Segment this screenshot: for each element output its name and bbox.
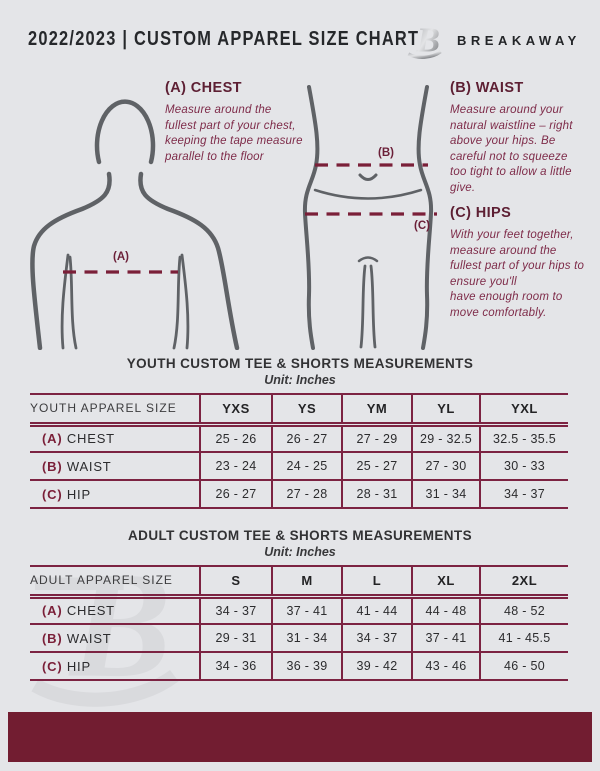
size-range-cell: 24 - 25 <box>271 451 342 480</box>
chest-guide: (A) CHEST Measure around the fullest par… <box>165 80 303 165</box>
size-range-cell: 31 - 34 <box>271 623 342 652</box>
waist-guide-body: Measure around your natural waistline – … <box>450 104 573 194</box>
size-column-header: YL <box>411 394 480 427</box>
size-range-cell: 31 - 34 <box>411 479 480 508</box>
size-range-cell: 44 - 48 <box>411 595 480 624</box>
hips-guide-body: With your feet together, measure around … <box>450 229 585 319</box>
size-column-header: 2XL <box>479 566 568 599</box>
measurement-row-label: (A) CHEST <box>30 423 200 452</box>
table-row: (C) HIP 26 - 27 27 - 28 28 - 31 31 - 34 34 - … <box>30 479 568 508</box>
size-range-cell: 41 - 45.5 <box>479 623 568 652</box>
table-row: (A) CHEST 34 - 37 37 - 41 41 - 44 44 - 48 48 … <box>30 595 568 624</box>
measurement-row-label: (B) WAIST <box>30 451 200 480</box>
size-range-cell: 30 - 33 <box>479 451 568 480</box>
size-range-cell: 26 - 27 <box>199 479 272 508</box>
upper-body-figure <box>30 99 240 350</box>
size-range-cell: 41 - 44 <box>341 595 412 624</box>
hips-guide-heading: (C) HIPS <box>450 205 512 221</box>
table-header-label: YOUTH APPAREL SIZE <box>30 394 200 427</box>
size-range-cell: 36 - 39 <box>271 651 342 680</box>
brand-name: BREAKAWAY <box>457 32 581 48</box>
size-range-cell: 25 - 27 <box>341 451 412 480</box>
size-column-header: YM <box>341 394 412 427</box>
size-column-header: YXL <box>479 394 568 427</box>
size-range-cell: 46 - 50 <box>479 651 568 680</box>
youth-section-unit: Unit: Inches <box>264 373 336 387</box>
size-range-cell: 28 - 31 <box>341 479 412 508</box>
size-column-header: M <box>271 566 342 599</box>
measurement-row-label: (C) HIP <box>30 479 200 508</box>
size-range-cell: 34 - 37 <box>199 595 272 624</box>
hips-marker-label: (C) <box>414 220 430 232</box>
size-column-header: YS <box>271 394 342 427</box>
size-range-cell: 48 - 52 <box>479 595 568 624</box>
breakaway-b-logo-icon: B <box>407 21 442 60</box>
brand-lockup: B BREAKAWAY <box>404 18 581 62</box>
measurement-row-label: (C) HIP <box>30 651 200 680</box>
waist-guide-heading: (B) WAIST <box>450 80 524 96</box>
chest-guide-heading: (A) CHEST <box>165 80 242 96</box>
table-row: (A) CHEST 25 - 26 26 - 27 27 - 29 29 - 32.5 3… <box>30 423 568 452</box>
footer-bar <box>8 712 592 762</box>
table-header-label: ADULT APPAREL SIZE <box>30 566 200 599</box>
adult-size-table: ADULT APPAREL SIZE S M L XL 2XL (A) CHES… <box>30 565 568 681</box>
size-column-header: YXS <box>199 394 272 427</box>
chest-guide-body: Measure around the fullest part of your … <box>165 104 303 163</box>
table-row: (B) WAIST 29 - 31 31 - 34 34 - 37 37 - 41 41 … <box>30 623 568 652</box>
youth-section-title: YOUTH CUSTOM TEE & SHORTS MEASUREMENTS <box>126 356 474 371</box>
size-range-cell: 34 - 37 <box>341 623 412 652</box>
waist-marker-label: (B) <box>378 147 394 159</box>
hips-guide: (C) HIPS With your feet together, measur… <box>450 205 590 321</box>
lower-body-figure <box>302 85 437 350</box>
measurement-row-label: (B) WAIST <box>30 623 200 652</box>
size-range-cell: 23 - 24 <box>199 451 272 480</box>
size-column-header: XL <box>411 566 480 599</box>
waist-guide: (B) WAIST Measure around your natural wa… <box>450 80 582 196</box>
adult-section-unit: Unit: Inches <box>264 545 336 559</box>
size-range-cell: 34 - 37 <box>479 479 568 508</box>
size-range-cell: 25 - 26 <box>199 423 272 452</box>
adult-section-title: ADULT CUSTOM TEE & SHORTS MEASUREMENTS <box>128 528 472 543</box>
youth-size-table: YOUTH APPAREL SIZE YXS YS YM YL YXL (A) … <box>30 393 568 509</box>
size-range-cell: 32.5 - 35.5 <box>479 423 568 452</box>
table-row: (B) WAIST 23 - 24 24 - 25 25 - 27 27 - 30 30 … <box>30 451 568 480</box>
size-range-cell: 29 - 32.5 <box>411 423 480 452</box>
chest-marker-label: (A) <box>113 251 129 263</box>
size-range-cell: 27 - 30 <box>411 451 480 480</box>
size-range-cell: 34 - 36 <box>199 651 272 680</box>
size-column-header: L <box>341 566 412 599</box>
table-row: (C) HIP 34 - 36 36 - 39 39 - 42 43 - 46 46 - … <box>30 651 568 680</box>
size-range-cell: 29 - 31 <box>199 623 272 652</box>
size-range-cell: 27 - 28 <box>271 479 342 508</box>
size-range-cell: 43 - 46 <box>411 651 480 680</box>
size-range-cell: 37 - 41 <box>411 623 480 652</box>
size-column-header: S <box>199 566 272 599</box>
size-range-cell: 37 - 41 <box>271 595 342 624</box>
measurement-row-label: (A) CHEST <box>30 595 200 624</box>
table-header-row: ADULT APPAREL SIZE S M L XL 2XL <box>30 566 568 599</box>
size-range-cell: 27 - 29 <box>341 423 412 452</box>
table-header-row: YOUTH APPAREL SIZE YXS YS YM YL YXL <box>30 394 568 427</box>
size-range-cell: 26 - 27 <box>271 423 342 452</box>
size-range-cell: 39 - 42 <box>341 651 412 680</box>
page-title: 2022/2023 | CUSTOM APPAREL SIZE CHART <box>28 28 420 50</box>
